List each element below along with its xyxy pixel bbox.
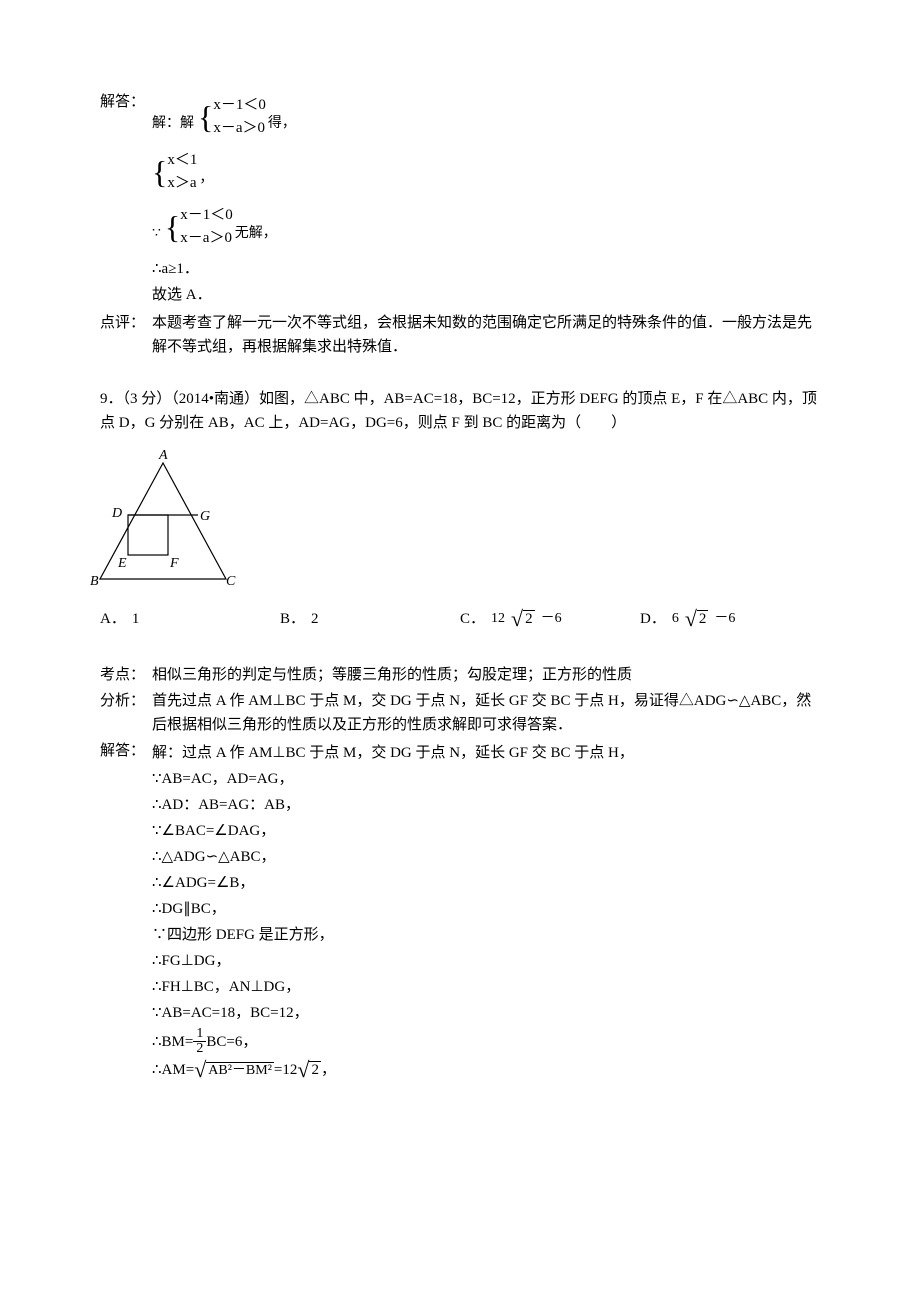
opt-D: D． 6 √2 －6 (640, 607, 800, 631)
sol-l13: ∴AM= √AB²－BM² =12 √2 ， (152, 1058, 820, 1082)
frac-num: 1 (193, 1027, 206, 1042)
sys3-b: x－a＞0 (180, 227, 233, 250)
solution-label: 解答： (100, 739, 152, 763)
q9-options: A． 1 B． 2 C． 12 √2 －6 D． 6 √2 －6 (100, 607, 820, 631)
q8-conclusion: ∴a≥1． (152, 257, 820, 281)
sqrt-icon: √ (511, 608, 523, 630)
opt-C-tail: －6 (541, 608, 562, 630)
q9-header: 9．（3 分）（2014•南通）如图，△ABC 中，AB=AC=18，BC=12… (100, 387, 820, 435)
analysis-label: 分析： (100, 689, 152, 713)
lbl-E: E (117, 556, 127, 571)
sol-l9: ∴FG⊥DG， (152, 949, 820, 973)
sol-l7: ∴DG∥BC， (152, 897, 820, 921)
q8-choice: 故选 A． (152, 283, 820, 307)
left-brace-3: { (165, 211, 180, 243)
sol-l13-rad2: 2 (309, 1061, 321, 1079)
lbl-A: A (158, 448, 168, 463)
q9-figure: A B C D G E F (88, 445, 238, 593)
kp-label: 考点： (100, 663, 152, 687)
opt-C-rad: 2 (523, 610, 535, 628)
opt-C-lbl: C． (460, 607, 485, 631)
opt-D-rad: 2 (697, 610, 709, 628)
lbl-D: D (111, 506, 122, 521)
review-label: 点评： (100, 311, 152, 335)
sol-l12-pre: ∴BM= (152, 1030, 193, 1054)
sol-l10: ∴FH⊥BC，AN⊥DG， (152, 975, 820, 999)
sol-l11: ∵AB=AC=18，BC=12， (152, 1001, 820, 1025)
sol-l4: ∵∠BAC=∠DAG， (152, 819, 820, 843)
lbl-B: B (90, 574, 99, 589)
sys1-a: x－1＜0 (213, 94, 266, 117)
sol-l12-post: BC=6， (206, 1030, 257, 1054)
lbl-F: F (169, 556, 179, 571)
sol-l6: ∴∠ADG=∠B， (152, 871, 820, 895)
therefore-prefix: ∵ (152, 223, 161, 245)
sol-l2: ∵AB=AC，AD=AG， (152, 767, 820, 791)
opt-D-tail: －6 (714, 608, 735, 630)
sol-l8: ∵四边形 DEFG 是正方形， (152, 923, 820, 947)
sys2-a: x＜1 (167, 149, 197, 172)
q8-review: 本题考查了解一元一次不等式组，会根据未知数的范围确定它所满足的特殊条件的值．一般… (152, 311, 820, 359)
sys3-suffix: 无解， (235, 223, 277, 245)
answer-label: 解答： (100, 90, 152, 114)
sol-l13-post: =12 (274, 1058, 297, 1082)
frac-den: 2 (193, 1042, 206, 1056)
opt-D-lbl: D． (640, 607, 666, 631)
opt-A-val: 1 (132, 607, 140, 631)
sys1-suffix: 得， (268, 113, 296, 135)
lbl-G: G (200, 509, 210, 524)
sys1-b: x－a＞0 (213, 117, 266, 140)
opt-C: C． 12 √2 －6 (460, 607, 640, 631)
opt-B-lbl: B． (280, 607, 305, 631)
opt-D-coef: 6 (672, 608, 679, 630)
sol-l13-tail: ， (321, 1058, 336, 1082)
sqrt-icon: √ (685, 608, 697, 630)
sol-l5: ∴△ADG∽△ABC， (152, 845, 820, 869)
sys2-suffix: ， (199, 168, 213, 190)
opt-B-val: 2 (311, 607, 319, 631)
opt-B: B． 2 (280, 607, 460, 631)
sqrt-icon: √ (297, 1059, 309, 1081)
q9-kp: 相似三角形的判定与性质；等腰三角形的性质；勾股定理；正方形的性质 (152, 663, 820, 687)
opt-C-coef: 12 (491, 608, 505, 630)
opt-A: A． 1 (100, 607, 280, 631)
left-brace-2: { (152, 156, 167, 188)
sol-l3: ∴AD：AB=AG：AB， (152, 793, 820, 817)
left-brace-1: { (198, 101, 213, 133)
sol-l13-pre: ∴AM= (152, 1058, 194, 1082)
q9-analysis: 首先过点 A 作 AM⊥BC 于点 M，交 DG 于点 N，延长 GF 交 BC… (152, 689, 820, 737)
sol-l13-rad: AB²－BM² (206, 1062, 274, 1078)
q8-line1-prefix: 解：解 (152, 113, 194, 135)
lbl-C: C (226, 574, 236, 589)
sol-l1: 解：过点 A 作 AM⊥BC 于点 M，交 DG 于点 N，延长 GF 交 BC… (152, 741, 820, 765)
sys2-b: x＞a (167, 172, 197, 195)
opt-A-lbl: A． (100, 607, 126, 631)
sqrt-icon: √ (194, 1059, 206, 1081)
sol-l12: ∴BM= 1 2 BC=6， (152, 1027, 820, 1056)
sys3-a: x－1＜0 (180, 204, 233, 227)
